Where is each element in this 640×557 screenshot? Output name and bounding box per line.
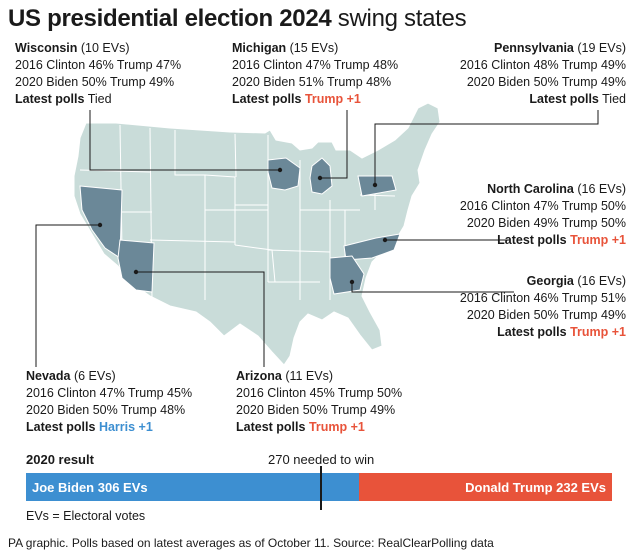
swing-state-georgia[interactable] xyxy=(329,255,365,295)
state-evs: (16 EVs) xyxy=(573,274,626,288)
state-name: Nevada xyxy=(26,369,71,383)
title-bold: US presidential election 2024 xyxy=(8,5,332,32)
polls-label: Latest polls xyxy=(15,92,85,106)
page-title: US presidential election 2024 swing stat… xyxy=(8,4,467,34)
ev-note: EVs = Electoral votes xyxy=(26,509,146,523)
dot-north-carolina xyxy=(382,237,388,243)
state-evs: (16 EVs) xyxy=(573,182,626,196)
label-wisconsin: Wisconsin (10 EVs) 2016 Clinton 46% Trum… xyxy=(15,40,181,108)
state-evs: (11 EVs) xyxy=(281,369,334,383)
leader-nevada xyxy=(35,224,100,367)
label-nevada: Nevada (6 EVs) 2016 Clinton 47% Trump 45… xyxy=(26,368,192,436)
win-threshold-marker xyxy=(320,466,322,510)
dot-arizona xyxy=(133,269,139,275)
result-2020: 2020 Biden 50% Trump 49% xyxy=(466,75,626,89)
state-evs: (6 EVs) xyxy=(70,369,116,383)
us-outline xyxy=(73,102,441,366)
result-2016: 2016 Clinton 48% Trump 49% xyxy=(459,58,626,72)
label-arizona: Arizona (11 EVs) 2016 Clinton 45% Trump … xyxy=(236,368,402,436)
leader-lines xyxy=(35,110,599,367)
leader-georgia xyxy=(351,282,514,293)
result-2016: 2016 Clinton 46% Trump 47% xyxy=(15,58,182,72)
result-2016: 2016 Clinton 46% Trump 51% xyxy=(459,291,626,305)
result-bar: Joe Biden 306 EVs Donald Trump 232 EVs xyxy=(26,473,612,501)
result-2016: 2016 Clinton 47% Trump 50% xyxy=(459,199,626,213)
needed-to-win-label: 270 needed to win xyxy=(268,452,375,467)
state-name: Pennsylvania xyxy=(493,41,574,55)
polls-value: Tied xyxy=(84,92,112,106)
biden-label: Joe Biden 306 EVs xyxy=(32,479,148,495)
biden-segment: Joe Biden 306 EVs xyxy=(26,473,359,501)
result-2020: 2020 Biden 50% Trump 49% xyxy=(236,403,396,417)
polls-label: Latest polls xyxy=(236,420,306,434)
swing-state-pennsylvania[interactable] xyxy=(357,175,397,197)
swing-state-arizona[interactable] xyxy=(117,239,155,293)
dot-wisconsin xyxy=(277,167,283,173)
map-land xyxy=(73,102,441,366)
polls-label: Latest polls xyxy=(232,92,302,106)
result-2020: 2020 Biden 51% Trump 48% xyxy=(232,75,392,89)
swing-state-michigan[interactable] xyxy=(309,157,333,195)
leader-wisconsin xyxy=(89,110,280,171)
dot-pennsylvania xyxy=(372,182,378,188)
state-evs: (10 EVs) xyxy=(77,41,130,55)
state-evs: (19 EVs) xyxy=(573,41,626,55)
label-north-carolina: North Carolina (16 EVs) 2016 Clinton 47%… xyxy=(460,181,626,249)
leader-pennsylvania xyxy=(374,110,599,185)
leader-dots xyxy=(97,167,388,285)
dot-nevada xyxy=(97,222,103,228)
state-name: Wisconsin xyxy=(15,41,78,55)
trump-label: Donald Trump 232 EVs xyxy=(465,479,606,495)
polls-value: Trump +1 xyxy=(566,233,626,247)
leader-arizona xyxy=(136,271,265,367)
title-rest: swing states xyxy=(331,5,467,32)
polls-label: Latest polls xyxy=(529,92,599,106)
state-name: Michigan xyxy=(232,41,287,55)
polls-value: Tied xyxy=(598,92,626,106)
dot-georgia xyxy=(349,279,355,285)
state-evs: (15 EVs) xyxy=(286,41,339,55)
result-2016: 2016 Clinton 47% Trump 48% xyxy=(232,58,399,72)
leader-michigan xyxy=(320,110,348,179)
result-2020: 2020 Biden 50% Trump 49% xyxy=(466,308,626,322)
state-name: Georgia xyxy=(526,274,574,288)
swing-states xyxy=(79,157,401,295)
polls-label: Latest polls xyxy=(497,233,567,247)
label-michigan: Michigan (15 EVs) 2016 Clinton 47% Trump… xyxy=(232,40,398,108)
state-name: Arizona xyxy=(236,369,282,383)
result-2020: 2020 Biden 50% Trump 48% xyxy=(26,403,186,417)
result-2020: 2020 Biden 50% Trump 49% xyxy=(15,75,175,89)
label-pennsylvania: Pennsylvania (19 EVs) 2016 Clinton 48% T… xyxy=(460,40,626,108)
result-2016: 2016 Clinton 45% Trump 50% xyxy=(236,386,403,400)
source-note: PA graphic. Polls based on latest averag… xyxy=(8,536,494,550)
polls-value: Harris +1 xyxy=(95,420,153,434)
trump-segment: Donald Trump 232 EVs xyxy=(359,473,612,501)
swing-state-wisconsin[interactable] xyxy=(267,157,301,191)
state-name: North Carolina xyxy=(487,182,574,196)
result-2016: 2016 Clinton 47% Trump 45% xyxy=(26,386,193,400)
polls-label: Latest polls xyxy=(26,420,96,434)
swing-state-nevada[interactable] xyxy=(79,185,123,259)
dot-michigan xyxy=(317,175,323,181)
polls-value: Trump +1 xyxy=(301,92,361,106)
polls-label: Latest polls xyxy=(497,325,567,339)
polls-value: Trump +1 xyxy=(566,325,626,339)
result-2020: 2020 Biden 49% Trump 50% xyxy=(466,216,626,230)
label-georgia: Georgia (16 EVs) 2016 Clinton 46% Trump … xyxy=(460,273,626,341)
polls-value: Trump +1 xyxy=(305,420,365,434)
result-title: 2020 result xyxy=(26,452,94,467)
